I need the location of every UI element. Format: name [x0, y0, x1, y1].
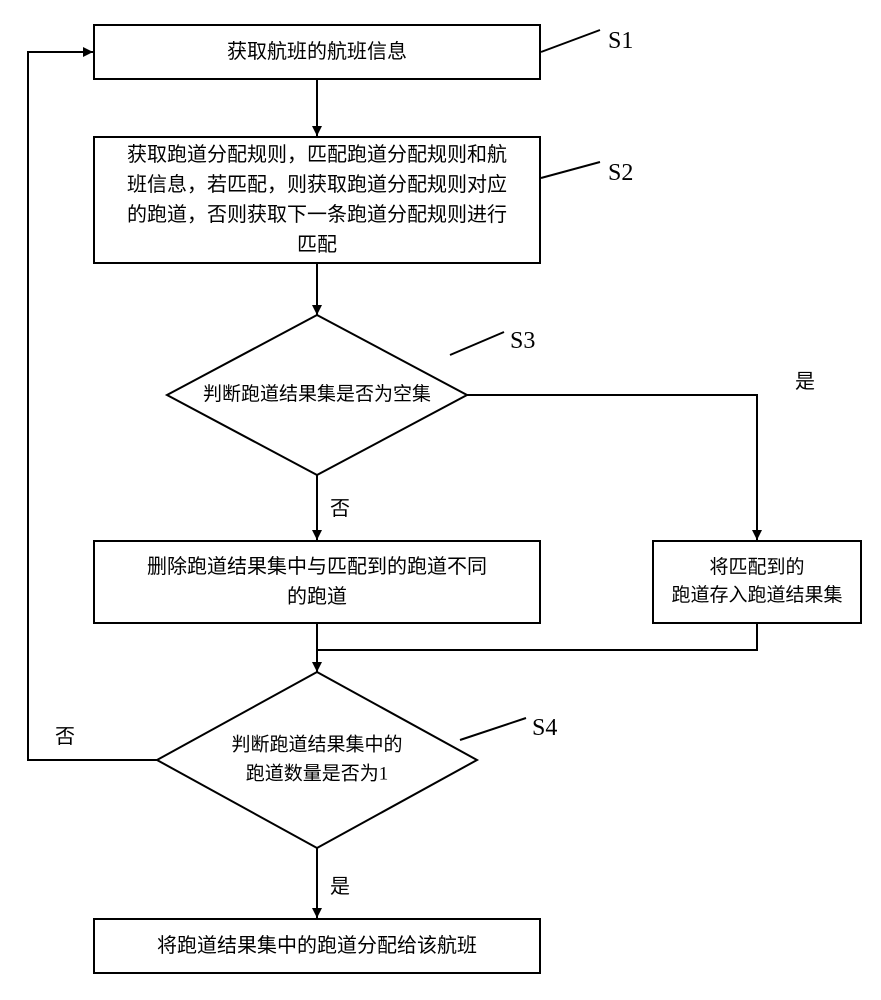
node-s4: 判断跑道结果集中的 跑道数量是否为1 — [157, 672, 477, 848]
node-b-yes-line1: 跑道存入跑道结果集 — [671, 582, 842, 611]
label-s1: S1 — [608, 28, 633, 55]
node-b-no-line0: 删除跑道结果集中与匹配到的跑道不同 — [147, 552, 487, 582]
node-s4-text: 判断跑道结果集中的 跑道数量是否为1 — [231, 732, 402, 789]
label-s3: S3 — [510, 328, 535, 355]
node-s3: 判断跑道结果集是否为空集 — [167, 315, 467, 475]
edge-label-s4-no: 否 — [55, 720, 75, 749]
node-end-text: 将跑道结果集中的跑道分配给该航班 — [157, 931, 477, 961]
node-s3-text: 判断跑道结果集是否为空集 — [203, 381, 431, 410]
node-s2-text: 获取跑道分配规则，匹配跑道分配规则和航 班信息，若匹配，则获取跑道分配规则对应 … — [127, 140, 507, 260]
node-b-yes: 将匹配到的 跑道存入跑道结果集 — [652, 540, 862, 624]
node-b-yes-text: 将匹配到的 跑道存入跑道结果集 — [671, 554, 842, 611]
node-s2: 获取跑道分配规则，匹配跑道分配规则和航 班信息，若匹配，则获取跑道分配规则对应 … — [93, 136, 541, 264]
label-s2: S2 — [608, 160, 633, 187]
edge-label-s4-yes: 是 — [330, 870, 350, 899]
node-b-no-line1: 的跑道 — [147, 582, 487, 612]
node-s4-line1: 跑道数量是否为1 — [231, 760, 402, 789]
node-end: 将跑道结果集中的跑道分配给该航班 — [93, 918, 541, 974]
node-s2-line2: 的跑道，否则获取下一条跑道分配规则进行 — [127, 200, 507, 230]
node-s2-line3: 匹配 — [127, 230, 507, 260]
label-s4: S4 — [532, 715, 557, 742]
edge-label-s3-no: 否 — [330, 492, 350, 521]
node-b-no-text: 删除跑道结果集中与匹配到的跑道不同 的跑道 — [147, 552, 487, 612]
node-s2-line0: 获取跑道分配规则，匹配跑道分配规则和航 — [127, 140, 507, 170]
node-b-no: 删除跑道结果集中与匹配到的跑道不同 的跑道 — [93, 540, 541, 624]
node-s4-line0: 判断跑道结果集中的 — [231, 732, 402, 761]
node-s1-text: 获取航班的航班信息 — [227, 37, 407, 67]
edge-label-s3-yes: 是 — [795, 365, 815, 394]
node-s1: 获取航班的航班信息 — [93, 24, 541, 80]
node-b-yes-line0: 将匹配到的 — [671, 554, 842, 583]
node-s3-line: 判断跑道结果集是否为空集 — [203, 384, 431, 405]
node-s2-line1: 班信息，若匹配，则获取跑道分配规则对应 — [127, 170, 507, 200]
